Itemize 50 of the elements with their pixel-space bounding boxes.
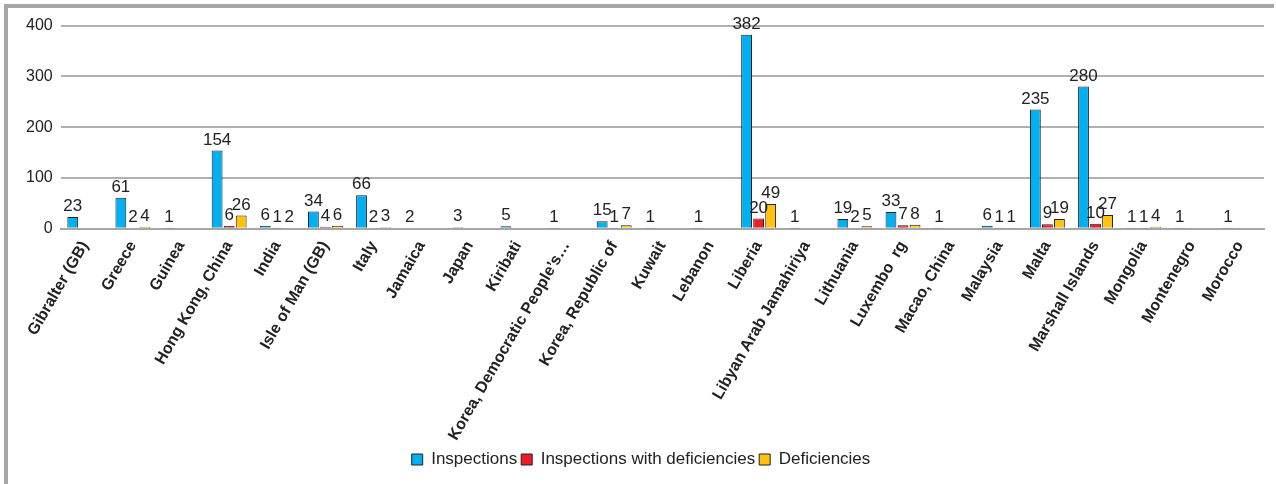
legend-label: Inspections bbox=[431, 449, 518, 469]
data-label: 34 bbox=[303, 190, 323, 210]
data-label: 61 bbox=[111, 176, 131, 196]
data-label: 33 bbox=[881, 191, 901, 211]
data-label: 7 bbox=[621, 204, 631, 224]
data-label: 1 bbox=[934, 207, 944, 227]
data-label: 382 bbox=[732, 13, 761, 33]
data-label: 1 bbox=[164, 207, 174, 227]
data-label: 66 bbox=[352, 174, 371, 194]
data-label: 15 bbox=[592, 200, 612, 220]
legend-label: Inspections with deficiencies bbox=[540, 449, 756, 469]
data-label: 23 bbox=[63, 196, 83, 216]
data-label: 4 bbox=[1150, 205, 1161, 225]
data-label: 1 bbox=[1006, 207, 1017, 227]
data-label: 1 bbox=[1223, 207, 1233, 227]
data-label: 154 bbox=[202, 129, 232, 149]
data-label: 1 bbox=[549, 207, 559, 227]
data-label: 1 bbox=[1126, 207, 1137, 227]
data-label: 1 bbox=[994, 207, 1005, 227]
data-label: 1 bbox=[789, 207, 800, 227]
data-label: 2 bbox=[368, 206, 379, 226]
data-label: 280 bbox=[1069, 65, 1098, 85]
data-label: 1 bbox=[693, 207, 704, 227]
data-label: 2 bbox=[128, 206, 138, 226]
data-label: 8 bbox=[910, 203, 920, 223]
data-label: 1 bbox=[1138, 207, 1149, 227]
y-tick-label: 0 bbox=[43, 219, 53, 237]
data-label: 235 bbox=[1021, 88, 1050, 108]
data-label: 4 bbox=[320, 205, 331, 225]
data-label: 5 bbox=[501, 205, 511, 225]
data-label: 6 bbox=[260, 204, 270, 224]
y-tick-label: 400 bbox=[25, 16, 53, 34]
y-tick-label: 200 bbox=[25, 117, 53, 135]
data-label: 1 bbox=[645, 207, 656, 227]
data-label: 5 bbox=[862, 205, 872, 225]
data-label: 19 bbox=[833, 198, 853, 218]
data-label: 6 bbox=[332, 204, 343, 224]
y-tick-label: 300 bbox=[25, 66, 53, 84]
data-label: 3 bbox=[453, 206, 463, 226]
data-label: 7 bbox=[898, 204, 908, 224]
data-label: 6 bbox=[982, 204, 992, 224]
data-label: 4 bbox=[140, 205, 150, 225]
data-label: 3 bbox=[380, 206, 391, 226]
legend-label: Deficiencies bbox=[778, 449, 871, 469]
data-label: 6 bbox=[224, 204, 234, 224]
y-tick-label: 100 bbox=[25, 168, 53, 186]
data-label: 1 bbox=[1175, 207, 1185, 227]
data-label: 2 bbox=[284, 206, 295, 226]
data-label: 1 bbox=[272, 207, 283, 227]
data-label: 2 bbox=[404, 206, 415, 226]
